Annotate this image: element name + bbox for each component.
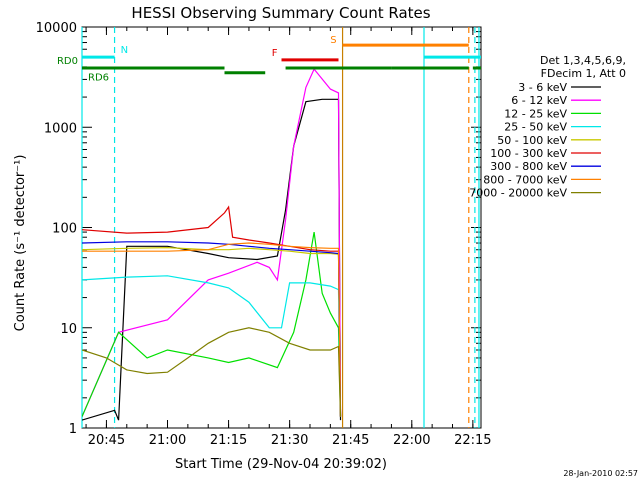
series-line-300-800-kev xyxy=(82,241,342,417)
flag-label-f: F xyxy=(272,48,278,59)
x-tick-label: 22:00 xyxy=(393,433,430,448)
legend-label-3-6-kev: 3 - 6 keV xyxy=(518,81,567,94)
y-axis-label: Count Rate (s⁻¹ detector⁻¹) xyxy=(13,155,28,332)
chart-title: HESSI Observing Summary Count Rates xyxy=(131,4,430,22)
x-axis-label: Start Time (29-Nov-04 20:39:02) xyxy=(175,457,387,472)
legend: Det 1,3,4,5,6,9, FDecim 1, Att 0 3 - 6 k… xyxy=(469,54,626,200)
legend-header-line-2: FDecim 1, Att 0 xyxy=(541,67,626,80)
legend-label-6-12-kev: 6 - 12 keV xyxy=(511,94,567,107)
series-lines xyxy=(82,67,342,421)
flag-bars: N S F RD0 RD6 xyxy=(57,35,481,84)
plot-frame xyxy=(81,26,482,429)
legend-label-12-25-kev: 12 - 25 keV xyxy=(504,107,567,120)
date-stamp: 28-Jan-2010 02:57 xyxy=(563,469,638,478)
y-tick-label: 10000 xyxy=(36,21,77,36)
series-line-800-7000-kev xyxy=(82,242,342,417)
legend-label-100-300-kev: 100 - 300 keV xyxy=(490,147,567,160)
legend-label-800-7000-kev: 800 - 7000 keV xyxy=(483,173,567,186)
series-line-50-100-kev xyxy=(82,246,342,417)
series-line-3-6-kev xyxy=(82,98,342,421)
y-tick-label: 1000 xyxy=(44,121,77,136)
series-line-25-50-kev xyxy=(82,275,342,417)
legend-header-line-1: Det 1,3,4,5,6,9, xyxy=(540,54,626,67)
series-line-6-12-kev xyxy=(82,67,342,417)
x-tick-label: 20:45 xyxy=(88,433,125,448)
flag-label-rd0: RD0 xyxy=(57,56,78,67)
legend-label-7000-20000-kev: 7000 - 20000 keV xyxy=(469,187,567,200)
x-tick-label: 21:30 xyxy=(271,433,308,448)
y-tick-label: 1 xyxy=(69,422,77,437)
flag-label-rd6: RD6 xyxy=(88,73,109,84)
legend-label-300-800-kev: 300 - 800 keV xyxy=(490,160,567,173)
series-line-12-25-kev xyxy=(82,231,342,417)
x-axis: 20:45 21:00 21:15 21:30 21:45 22:00 22:15 xyxy=(85,27,492,448)
series-line-7000-20000-kev xyxy=(82,327,342,417)
y-tick-label: 10 xyxy=(60,322,77,337)
flag-label-s: S xyxy=(330,35,336,46)
x-tick-label: 21:45 xyxy=(332,433,369,448)
flag-label-n: N xyxy=(121,45,128,56)
y-tick-label: 100 xyxy=(52,222,77,237)
series-line-100-300-kev xyxy=(82,205,342,417)
legend-label-50-100-kev: 50 - 100 keV xyxy=(497,134,567,147)
x-tick-label: 22:15 xyxy=(454,433,491,448)
mode-markers xyxy=(81,27,480,428)
legend-label-25-50-kev: 25 - 50 keV xyxy=(504,121,567,134)
x-tick-label: 21:00 xyxy=(149,433,186,448)
x-tick-label: 21:15 xyxy=(210,433,247,448)
